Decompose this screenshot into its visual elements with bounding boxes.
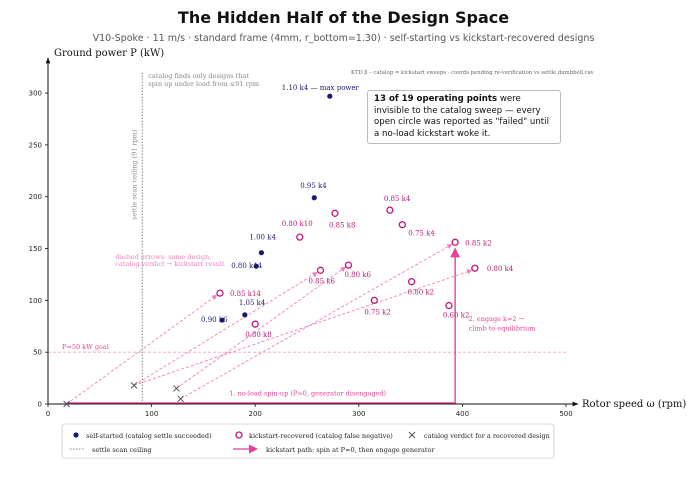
kickstart-recovered-label: 0.85 k8 <box>329 221 356 229</box>
callout-box: 13 of 19 operating points were invisible… <box>367 90 561 144</box>
catalog-verdict-marker <box>173 385 180 392</box>
dashed-note-line-2: catalog verdict → kickstart result <box>115 260 225 268</box>
kickstart-recovered-point <box>386 206 394 214</box>
kickstart-recovered-point <box>331 209 339 217</box>
self-started-point <box>311 195 317 201</box>
self-started-point <box>242 312 248 318</box>
kickstart-recovered-label: 0.80 k6 <box>344 271 371 279</box>
kickstart-recovered-label: 0.85 k4 <box>384 195 411 203</box>
x-axis-label: Rotor speed ω (rpm) <box>582 399 686 410</box>
kickstart-recovered-point <box>216 289 224 297</box>
scan-note-line-2: spin up under load from ≤91 rpm <box>148 80 259 88</box>
legend-kick-marker <box>235 431 243 439</box>
chart-subtitle: V10-Spoke · 11 m/s · standard frame (4mm… <box>92 33 595 44</box>
callout-bold: 13 of 19 operating points <box>374 94 498 104</box>
y-tick-label: 150 <box>29 245 42 253</box>
legend-kick-label: kickstart-recovered (catalog false negat… <box>249 432 393 440</box>
pending-note: KTD β – catalog = kickstart sweeps · coo… <box>351 70 594 76</box>
verdict-cross-b <box>63 400 71 408</box>
verdict-arrow-1 <box>66 294 218 405</box>
self-started-point <box>219 317 225 323</box>
self-started-point <box>258 250 265 256</box>
kickstart-step-2-label-b: climb to equilibrium <box>469 324 536 332</box>
kickstart-recovered-label: 0.80 k4 <box>487 265 514 273</box>
y-tick-label: 100 <box>29 297 42 305</box>
self-started-label: 1.05 k4 <box>239 299 266 307</box>
verdict-cross-b <box>130 381 138 389</box>
kickstart-recovered-point <box>471 264 479 272</box>
legend-box <box>61 423 555 459</box>
y-tick-label: 50 <box>33 349 42 357</box>
self-started-label: 0.90 k6 <box>201 316 228 324</box>
y-tick-label: 300 <box>29 90 42 98</box>
self-started-label: 0.80 k14 <box>231 262 263 270</box>
chart-title: The Hidden Half of the Design Space <box>177 8 510 27</box>
kickstart-recovered-point <box>407 278 416 286</box>
kickstart-recovered-label: 0.85 k6 <box>308 277 335 285</box>
kickstart-recovered-label: 0.80 k8 <box>245 331 272 339</box>
kickstart-recovered-point <box>251 320 259 328</box>
kickstart-recovered-point <box>398 221 406 229</box>
scan-ceiling-vertical-label: settle scan ceiling (91 rpm) <box>130 129 138 220</box>
kickstart-recovered-point <box>316 266 325 274</box>
catalog-verdict-marker <box>177 395 184 403</box>
kickstart-recovered-label: 0.75 k4 <box>408 230 435 238</box>
kickstart-step-2-label-a: 2. engage k=2 → <box>469 315 525 323</box>
kickstart-recovered-point <box>296 233 304 241</box>
self-started-label: 1.00 k4 <box>249 234 276 242</box>
kickstart-recovered-point <box>451 238 459 246</box>
kickstart-recovered-point <box>344 261 353 269</box>
y-tick-label: 0 <box>38 401 42 409</box>
self-started-label: 0.95 k4 <box>300 182 327 190</box>
verdict-arrow-5 <box>133 269 473 386</box>
kickstart-recovered-label: 0.85 k14 <box>230 290 262 298</box>
kickstart-recovered-label: 0.80 k10 <box>282 220 313 228</box>
x-tick-label: 200 <box>249 410 262 418</box>
kickstart-recovered-point <box>445 301 453 310</box>
kickstart-recovered-label: 0.85 k2 <box>465 239 492 247</box>
legend-ceiling-label: settle scan ceiling <box>92 446 152 454</box>
self-started-point <box>327 93 333 99</box>
x-tick-label: 400 <box>456 410 469 418</box>
kickstart-path <box>66 247 461 404</box>
callout-text: were invisible to the catalog sweep — ev… <box>374 94 549 139</box>
y-tick-label: 200 <box>29 193 42 201</box>
x-tick-label: 100 <box>145 410 158 418</box>
kickstart-recovered-label: 0.60 k2 <box>443 312 470 320</box>
kickstart-recovered-point <box>370 296 378 305</box>
catalog-verdict-marker <box>63 400 71 408</box>
catalog-verdict-marker <box>130 381 138 389</box>
legend-verdict-label: catalog verdict for a recovered design <box>424 432 550 440</box>
self-started-point <box>253 263 259 269</box>
legend-self-label: self-started (catalog settle succeeded) <box>86 432 212 440</box>
dashed-note-line-1: dashed arrows: same design, <box>115 253 211 261</box>
kickstart-recovered-label: 0.80 k2 <box>408 289 435 297</box>
verdict-arrow-3 <box>176 266 346 389</box>
reference-power-label: P=50 kW goal <box>62 343 109 351</box>
self-started-label: 1.10 k4 — max power <box>282 84 360 92</box>
legend-self-marker <box>73 432 79 438</box>
kickstart-recovered-label: 0.75 k2 <box>364 308 391 316</box>
y-tick-label: 250 <box>29 141 42 149</box>
scan-note-line-1: catalog finds only designs that <box>148 72 249 80</box>
verdict-arrow-2 <box>133 271 318 386</box>
verdict-cross-b <box>177 395 184 403</box>
x-tick-label: 300 <box>352 410 365 418</box>
x-tick-label: 0 <box>46 410 50 418</box>
kickstart-step-1-label: 1. no-load spin-up (P≈0, generator disen… <box>229 390 386 398</box>
y-axis-label: Ground power P (kW) <box>54 48 164 59</box>
x-tick-label: 500 <box>559 410 572 418</box>
verdict-arrow-4 <box>180 243 453 400</box>
legend-verdict-marker-b <box>408 431 416 439</box>
verdict-cross-b <box>173 385 180 392</box>
legend-path-label: kickstart path: spin at P≈0, then engage… <box>266 446 435 454</box>
